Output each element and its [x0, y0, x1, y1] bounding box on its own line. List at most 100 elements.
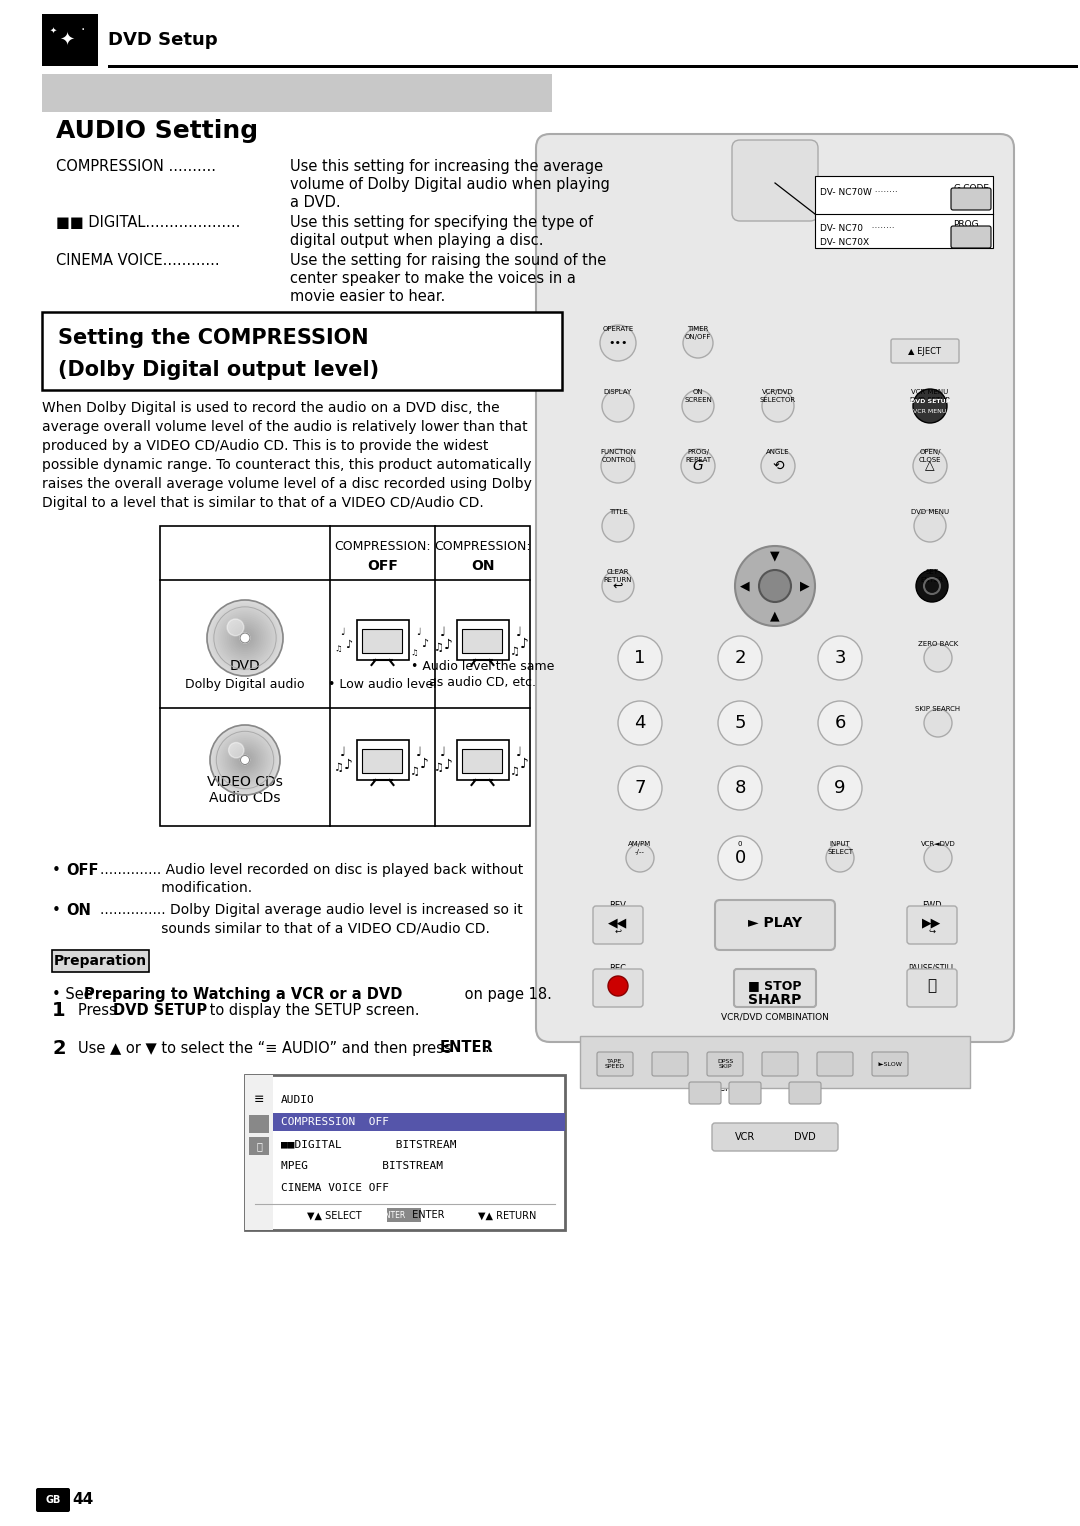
Text: 8: 8 — [734, 778, 745, 797]
Circle shape — [626, 844, 654, 871]
Text: to display the SETUP screen.: to display the SETUP screen. — [205, 1003, 419, 1018]
Text: SELECT: SELECT — [827, 848, 853, 855]
Text: TAPE
SPEED: TAPE SPEED — [605, 1059, 625, 1070]
Circle shape — [241, 635, 248, 642]
Text: • Low audio level: • Low audio level — [328, 678, 436, 690]
Circle shape — [222, 737, 268, 783]
Text: ENTER: ENTER — [440, 1041, 494, 1056]
Text: Preparing to Watching a VCR or a DVD: Preparing to Watching a VCR or a DVD — [84, 986, 403, 1001]
Bar — [356, 740, 408, 780]
Text: ▲: ▲ — [770, 609, 780, 623]
Text: VCR MENU: VCR MENU — [914, 409, 947, 414]
FancyBboxPatch shape — [907, 969, 957, 1007]
Text: PROG/: PROG/ — [687, 449, 708, 455]
Circle shape — [602, 391, 634, 423]
Text: VIDEO CDs: VIDEO CDs — [207, 775, 283, 789]
Text: DPSS
SKIP: DPSS SKIP — [717, 1059, 733, 1070]
Circle shape — [224, 739, 266, 781]
Circle shape — [826, 844, 854, 871]
Text: Dolby Digital audio: Dolby Digital audio — [186, 678, 305, 690]
Circle shape — [602, 510, 634, 542]
Circle shape — [602, 571, 634, 601]
Text: ♩: ♩ — [440, 626, 445, 638]
Text: AUDIO
OUTPUT: AUDIO OUTPUT — [791, 1070, 819, 1082]
Text: Audio CDs: Audio CDs — [210, 790, 281, 806]
Text: ↪: ↪ — [929, 926, 935, 935]
Text: on page 18.: on page 18. — [460, 986, 552, 1001]
Text: (Dolby Digital output level): (Dolby Digital output level) — [58, 360, 379, 380]
Circle shape — [913, 449, 947, 484]
Text: COMPRESSION ..........: COMPRESSION .......... — [56, 159, 216, 174]
Circle shape — [233, 627, 256, 650]
Circle shape — [228, 621, 262, 655]
Text: ♪: ♪ — [345, 639, 352, 650]
Text: DV- NC70X: DV- NC70X — [820, 238, 869, 247]
Text: ............... Dolby Digital average audio level is increased so it: ............... Dolby Digital average au… — [100, 903, 523, 917]
Text: ▲ EJECT: ▲ EJECT — [908, 346, 942, 356]
Circle shape — [818, 766, 862, 810]
Text: ✦: ✦ — [59, 32, 75, 50]
Text: ▼▲ SELECT: ▼▲ SELECT — [308, 1212, 362, 1221]
Text: ♫: ♫ — [335, 644, 342, 653]
Circle shape — [681, 391, 714, 423]
Text: .............. Audio level recorded on disc is played back without: .............. Audio level recorded on d… — [100, 864, 523, 877]
Text: VCR: VCR — [734, 1132, 755, 1141]
Circle shape — [235, 629, 255, 647]
Text: ♪: ♪ — [345, 758, 353, 772]
Text: REPEAT: REPEAT — [685, 456, 711, 462]
Text: 7: 7 — [634, 778, 646, 797]
Text: ENTER: ENTER — [380, 1210, 406, 1219]
Text: PROG: PROG — [953, 220, 978, 229]
Circle shape — [234, 749, 256, 771]
Text: DV- NC70W ········: DV- NC70W ········ — [820, 188, 897, 197]
Text: ENTER: ENTER — [920, 577, 944, 583]
Circle shape — [238, 752, 252, 768]
Circle shape — [215, 607, 275, 668]
Text: VCR◄DVD: VCR◄DVD — [920, 841, 956, 847]
Text: DVD SETUP: DVD SETUP — [113, 1003, 207, 1018]
Text: DVD MENU: DVD MENU — [910, 510, 949, 514]
Text: 🎵: 🎵 — [256, 1141, 262, 1151]
Text: 0: 0 — [738, 841, 742, 847]
Circle shape — [759, 571, 791, 601]
Text: as audio CD, etc.: as audio CD, etc. — [429, 676, 536, 688]
Bar — [273, 1112, 565, 1131]
Bar — [42, 311, 562, 391]
FancyBboxPatch shape — [891, 339, 959, 363]
Circle shape — [914, 510, 946, 542]
Circle shape — [227, 620, 244, 636]
Text: ↩: ↩ — [612, 580, 623, 592]
Bar — [815, 175, 993, 249]
FancyBboxPatch shape — [734, 969, 816, 1007]
Text: ♫: ♫ — [409, 768, 419, 777]
Circle shape — [241, 755, 249, 765]
Text: volume of Dolby Digital audio when playing: volume of Dolby Digital audio when playi… — [291, 177, 610, 191]
Text: Use this setting for increasing the average: Use this setting for increasing the aver… — [291, 159, 603, 174]
Circle shape — [226, 620, 264, 658]
Circle shape — [219, 734, 271, 786]
Circle shape — [233, 748, 257, 772]
Circle shape — [212, 726, 279, 794]
Text: possible dynamic range. To counteract this, this product automatically: possible dynamic range. To counteract th… — [42, 458, 531, 472]
Circle shape — [818, 636, 862, 681]
Circle shape — [218, 612, 271, 665]
Circle shape — [818, 700, 862, 745]
Text: 0: 0 — [734, 848, 745, 867]
Text: ♪: ♪ — [444, 638, 453, 652]
Text: ◀: ◀ — [740, 580, 750, 592]
Text: GB: GB — [45, 1495, 60, 1505]
Text: When Dolby Digital is used to record the audio on a DVD disc, the: When Dolby Digital is used to record the… — [42, 401, 500, 415]
Text: ♩: ♩ — [515, 626, 522, 638]
Text: Preparation: Preparation — [53, 954, 147, 967]
Circle shape — [207, 600, 283, 676]
Bar — [245, 1074, 565, 1230]
Text: INPUT: INPUT — [829, 841, 850, 847]
Text: 2: 2 — [734, 649, 746, 667]
FancyBboxPatch shape — [597, 1051, 633, 1076]
Text: raises the overall average volume level of a disc recorded using Dolby: raises the overall average volume level … — [42, 478, 531, 491]
Circle shape — [718, 766, 762, 810]
Text: ■■DIGITAL        BITSTREAM: ■■DIGITAL BITSTREAM — [281, 1138, 457, 1149]
Text: • Audio level the same: • Audio level the same — [410, 659, 554, 673]
Text: center speaker to make the voices in a: center speaker to make the voices in a — [291, 270, 576, 285]
Circle shape — [608, 977, 627, 996]
